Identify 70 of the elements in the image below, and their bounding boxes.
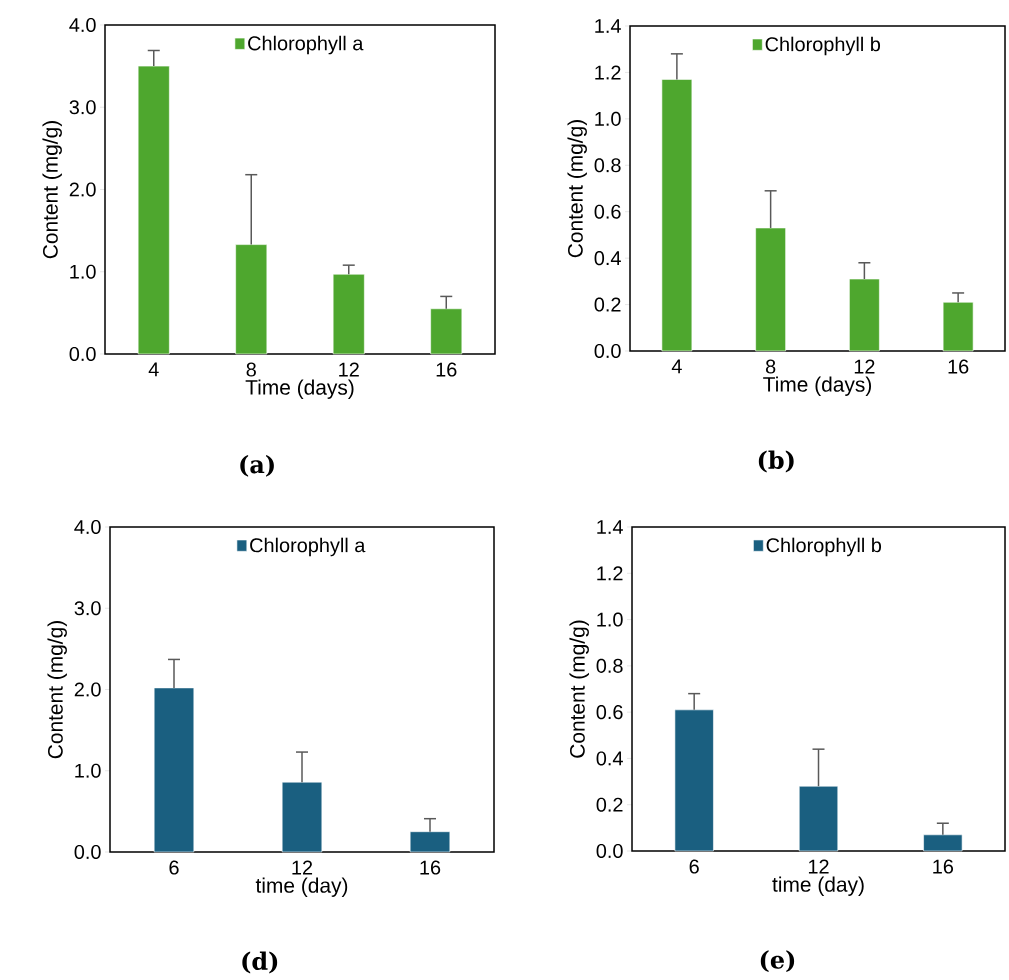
bar [332,273,365,355]
bar [137,65,170,355]
x-tick-label: 16 [436,362,457,377]
bar [798,785,839,852]
y-tick-label: 2.0 [69,182,96,197]
y-tick-label: 0.0 [74,844,101,860]
y-tick-label: 4.0 [69,17,96,33]
y-tick-label: 0.0 [596,843,623,859]
x-tick-label: 4 [148,362,159,377]
bar [281,781,323,853]
x-tick-label: 12 [339,362,359,377]
bar [661,79,693,352]
y-tick-label: 0.2 [594,297,621,312]
y-tick-label: 3.0 [69,100,96,115]
x-axis-title: time (day) [772,876,864,896]
y-tick-label: 2.0 [74,682,101,697]
legend-label: Chlorophyll a [250,537,366,557]
x-tick-label: 6 [689,859,699,874]
y-tick-label: 3.0 [74,601,101,616]
y-tick-label: 1.0 [597,612,623,627]
y-tick-label: 0.2 [596,797,623,812]
legend-label: Chlorophyll a [248,35,364,55]
x-axis-title: Time (days) [245,379,354,399]
y-tick-label: 1.0 [75,763,101,778]
x-tick-label: 12 [854,359,875,374]
x-tick-label: 6 [169,860,179,875]
y-tick-label: 1.2 [597,566,623,581]
bar [849,278,880,352]
y-axis-title: Content (mg/g) [567,120,587,258]
legend-label: Chlorophyll b [766,537,882,557]
bar [755,227,786,352]
x-tick-label: 8 [765,359,776,374]
y-tick-label: 0.0 [594,343,621,359]
x-tick-label: 12 [808,859,829,874]
y-axis-title: Content (mg/g) [47,621,67,759]
text: (b) [758,450,794,473]
x-tick-label: 8 [246,362,256,377]
y-tick-label: 0.6 [596,705,623,720]
y-tick-label: 0.6 [594,204,621,219]
bar [923,834,963,852]
y-tick-label: 1.4 [597,520,623,534]
y-tick-label: 1.0 [595,111,621,126]
x-tick-label: 16 [933,859,954,874]
bar [409,831,451,853]
x-tick-label: 16 [948,359,969,374]
y-tick-label: 0.4 [594,251,621,266]
legend-label: Chlorophyll b [765,36,881,56]
y-tick-label: 1.2 [595,65,621,80]
y-tick-label: 0.4 [596,751,623,766]
y-tick-label: 1.4 [595,19,621,33]
bar [942,301,974,352]
y-axis-title: Content (mg/g) [42,121,62,259]
y-tick-label: 0.8 [594,158,621,173]
y-axis-title: Content (mg/g) [569,620,589,758]
x-tick-label: 4 [671,359,682,374]
y-tick-label: 1.0 [70,264,96,279]
x-axis-title: time (day) [255,877,348,897]
text: (a) [240,454,274,477]
y-tick-label: 4.0 [74,519,101,535]
bar [235,244,268,355]
bar [430,308,463,355]
x-tick-label: 12 [292,860,313,875]
x-tick-label: 16 [420,860,441,875]
text: (d) [242,951,278,974]
y-tick-label: 0.0 [69,346,96,362]
text: (e) [760,950,795,973]
bar [153,687,195,853]
bar [674,709,714,852]
x-axis-title: Time (days) [763,376,872,396]
y-tick-label: 0.8 [596,658,623,673]
